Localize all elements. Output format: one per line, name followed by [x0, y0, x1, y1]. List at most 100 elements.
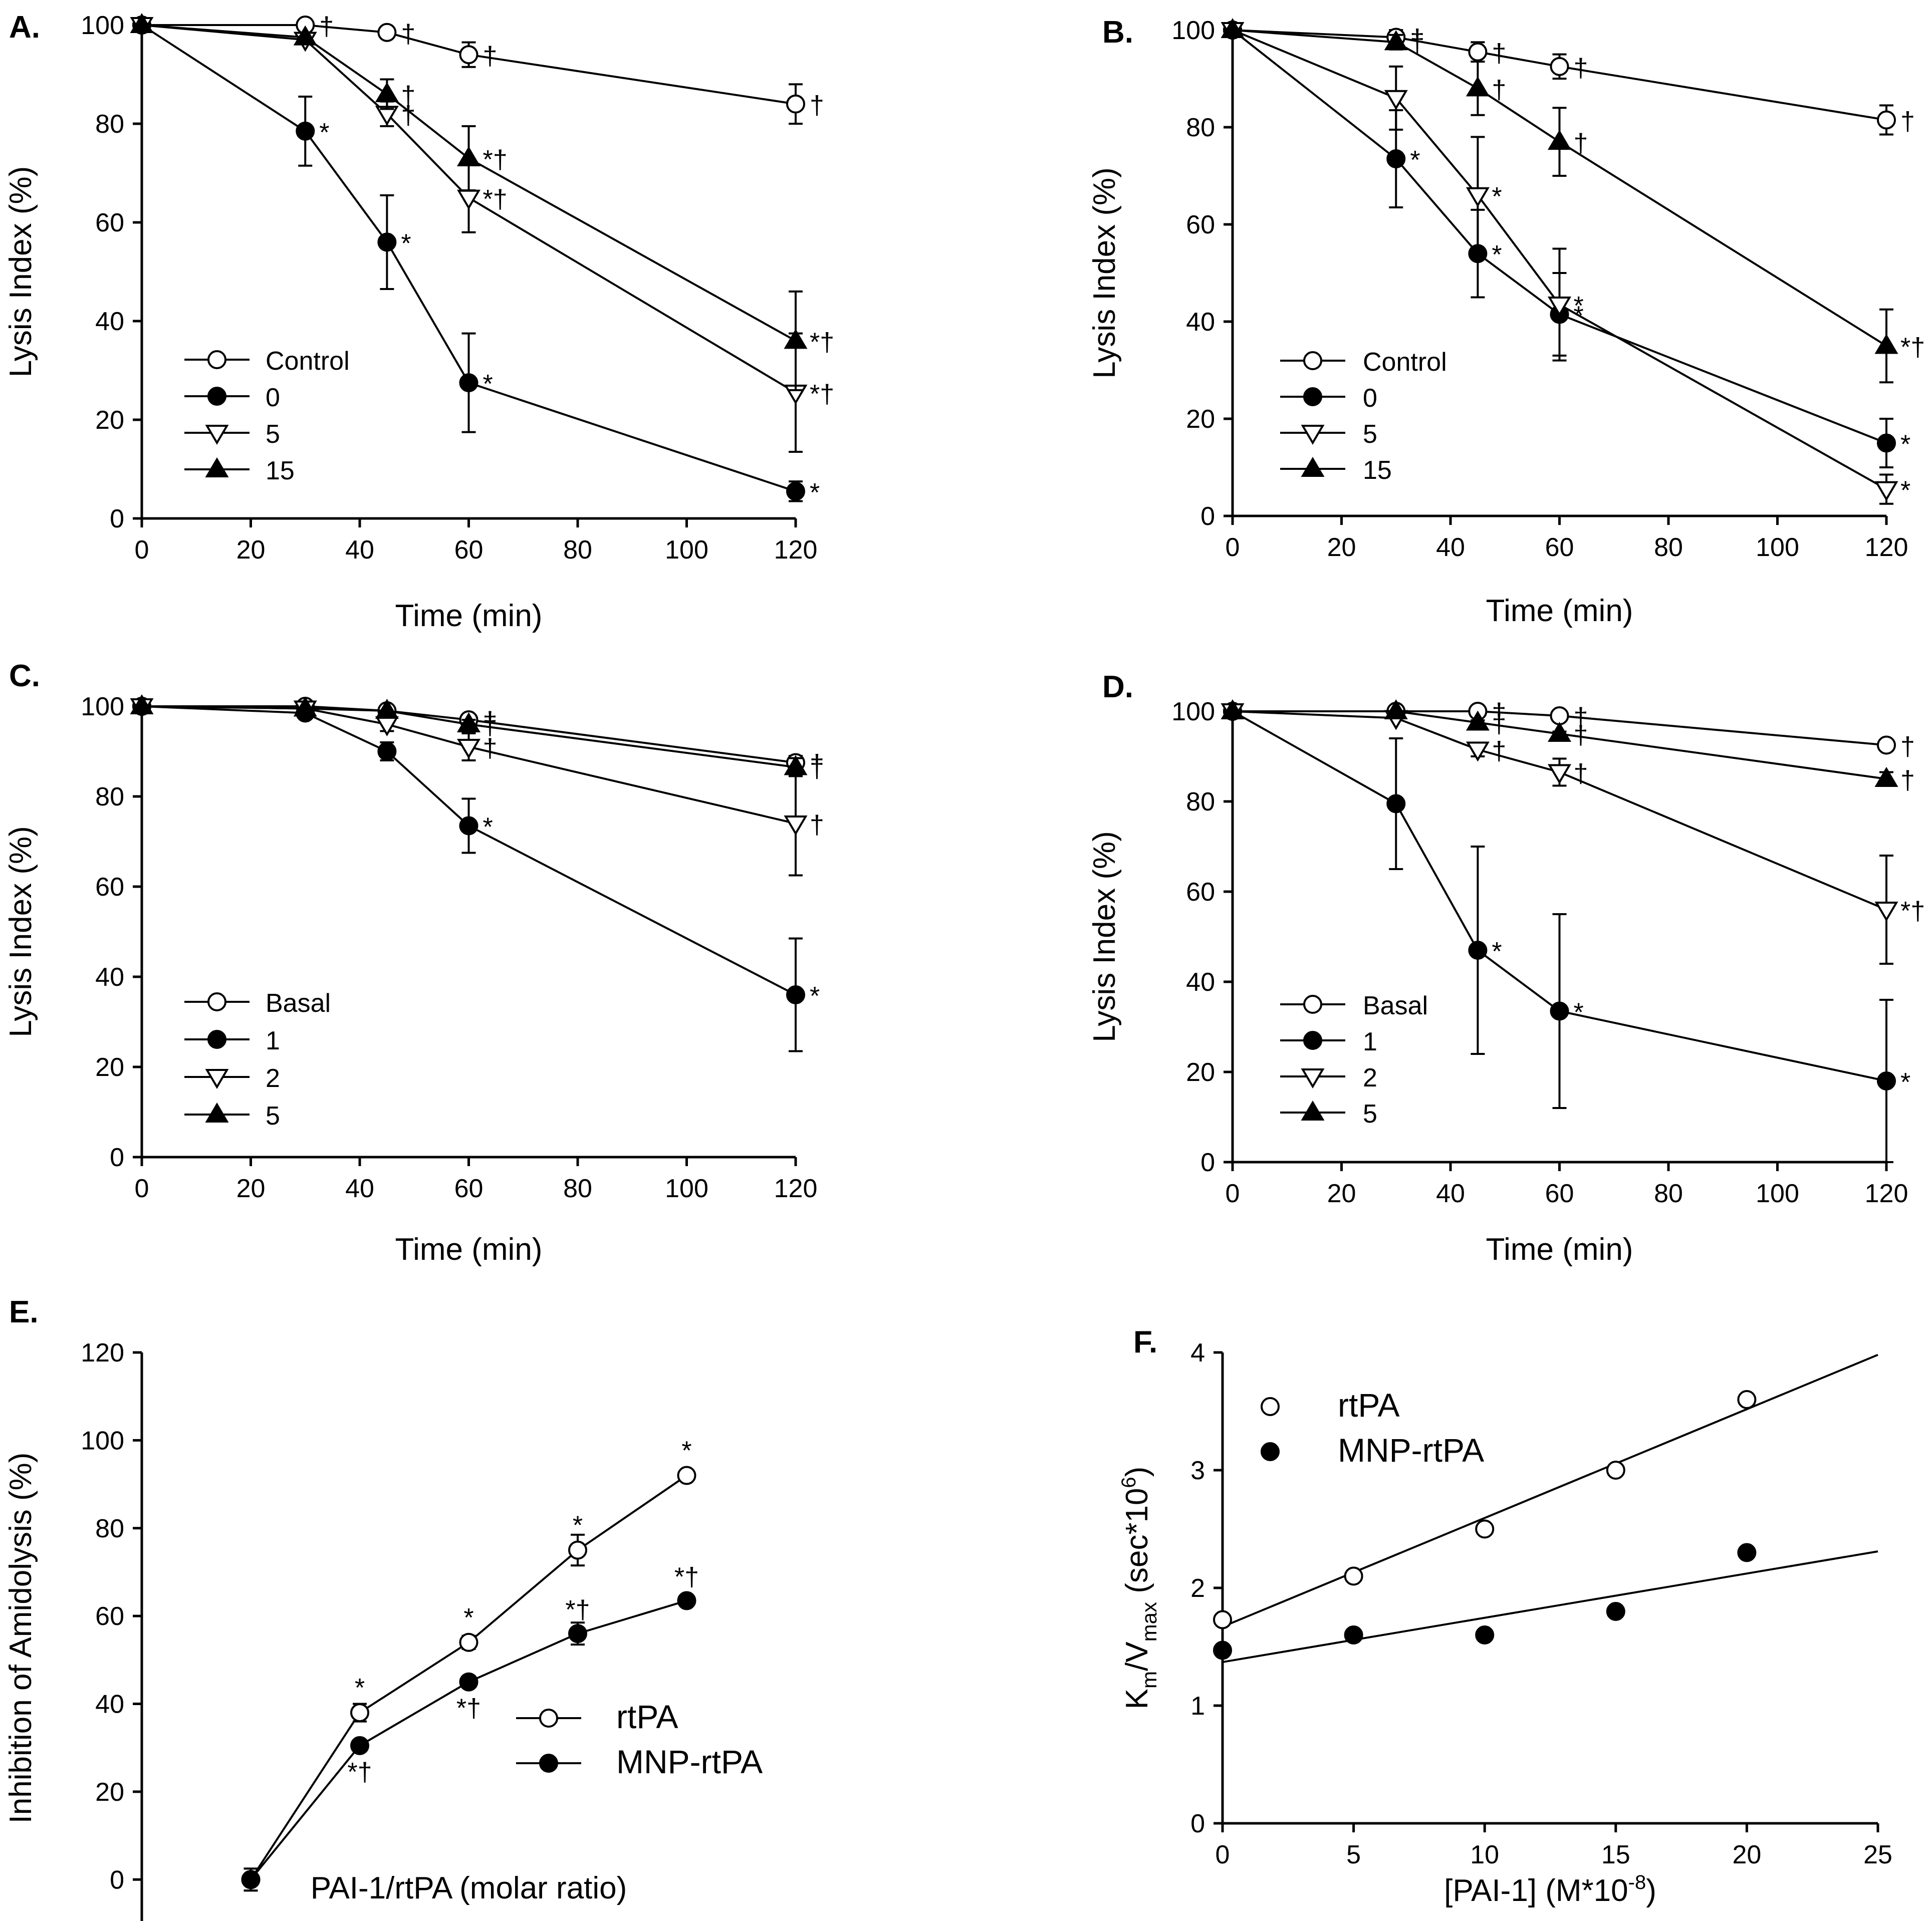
data-point: [1877, 110, 1896, 130]
panel-c: C. 0 20 40 60 80 100 0 20 40 60 80 100 120 Time (min) L…: [4, 659, 824, 1267]
significance-mark: †: [810, 754, 824, 783]
panel-label: E.: [9, 1295, 39, 1329]
data-point: [377, 23, 397, 42]
significance-mark: *: [319, 118, 329, 147]
legend-marker: [205, 457, 229, 477]
y-tick-label: 40: [95, 963, 124, 992]
series-5: * * *: [1221, 22, 1910, 505]
y-tick-label: 80: [95, 110, 124, 139]
significance-mark: *: [681, 1437, 691, 1466]
significance-mark: †: [1574, 129, 1588, 158]
legend-marker: [1303, 351, 1322, 370]
data-point: [1468, 941, 1488, 960]
significance-mark: †: [1900, 107, 1915, 136]
x-axis-label: Time (min): [395, 1232, 543, 1267]
y-tick-label: 100: [1171, 16, 1215, 45]
y-axis-label: Lysis Index (%): [4, 166, 38, 378]
data-point: [1466, 741, 1490, 762]
panel-label: C.: [9, 659, 40, 693]
legend-label: 5: [1363, 1100, 1377, 1129]
x-tick-label: 40: [345, 1174, 374, 1203]
data-point: [568, 1624, 587, 1643]
significance-mark: †: [483, 711, 498, 740]
data-point: [1874, 767, 1898, 787]
data-point: [1550, 706, 1569, 725]
significance-mark: *: [401, 229, 411, 258]
y-tick-label: 120: [81, 1338, 124, 1367]
series-5: ††: [130, 694, 824, 783]
data-point: [1548, 297, 1571, 317]
y-axis-label-v: /V: [1120, 1641, 1154, 1671]
x-tick-label: 100: [1756, 533, 1799, 562]
data-point: [1606, 1602, 1625, 1621]
y-axis-label: Km/Vmax (sec*106): [1118, 1467, 1161, 1710]
x-axis-label-tail: ): [1646, 1873, 1656, 1908]
series-mnp-rtpa: [1213, 1543, 1878, 1664]
legend-marker: [539, 1754, 558, 1773]
data-point: [375, 82, 399, 102]
y-tick-label: 0: [110, 1865, 124, 1894]
y-tick-label: 80: [1186, 787, 1215, 816]
y-tick-label: 20: [95, 1053, 124, 1082]
x-tick-label: 40: [1436, 533, 1465, 562]
data-point: [1344, 1566, 1363, 1586]
series-control: ††††: [1223, 21, 1915, 136]
x-tick-label: 20: [236, 535, 266, 565]
data-point: [459, 816, 478, 836]
series-mnp-rtpa: *† *† *† *†: [241, 1562, 699, 1892]
data-point: [784, 815, 808, 836]
y-tick-label: 40: [95, 1690, 124, 1719]
x-tick-label: 25: [1863, 1840, 1892, 1869]
data-point: [568, 1540, 587, 1560]
series-15: †††*†: [1221, 18, 1925, 384]
significance-mark: †: [319, 12, 334, 41]
significance-mark: *†: [456, 1694, 481, 1723]
y-axis-label-main: (sec*10: [1120, 1488, 1154, 1602]
regression-line: [1222, 1550, 1878, 1664]
data-point: [1213, 1610, 1232, 1629]
data-point: [377, 742, 397, 761]
y-tick-label: 60: [95, 873, 124, 902]
data-point: [1384, 30, 1408, 51]
panel-label: A.: [9, 10, 40, 45]
y-tick-label: 60: [95, 208, 124, 237]
significance-mark: *†: [1900, 333, 1925, 362]
data-point: [130, 694, 154, 714]
y-axis-label: Lysis Index (%): [1087, 167, 1122, 379]
series-0: * * * *: [132, 16, 820, 507]
significance-mark: †: [1900, 766, 1915, 795]
x-tick-label: 0: [135, 1174, 149, 1203]
x-tick-label: 120: [774, 535, 818, 565]
x-tick-label: 20: [1327, 533, 1356, 562]
significance-mark: *†: [483, 185, 508, 214]
significance-mark: †: [483, 734, 498, 763]
data-point: [1874, 334, 1898, 354]
series-0: * * * *: [1223, 21, 1910, 468]
legend-label: rtPA: [1338, 1387, 1399, 1424]
panel-label: B.: [1102, 15, 1133, 50]
y-tick-label: 1: [1190, 1692, 1205, 1721]
significance-mark: *: [810, 478, 820, 507]
y-axis-label: Lysis Index (%): [1087, 831, 1122, 1042]
significance-mark: *: [810, 982, 820, 1011]
legend-marker: [1303, 387, 1322, 406]
legend-marker: [205, 1069, 229, 1089]
y-axis-label-ksub: m: [1137, 1671, 1161, 1689]
y-tick-label: 4: [1190, 1338, 1205, 1367]
data-point: [1874, 902, 1898, 922]
significance-mark: †: [401, 81, 415, 110]
x-axis-label: [PAI-1] (M*10-8): [1444, 1871, 1656, 1908]
legend: Control 0 5 15: [1280, 348, 1447, 485]
series-15: †*†*†: [130, 13, 834, 391]
legend: Basal 1 2 5: [184, 989, 331, 1131]
legend-label: Control: [266, 347, 350, 376]
x-tick-label: 40: [345, 535, 374, 565]
data-point: [350, 1736, 369, 1755]
legend-label: rtPA: [616, 1698, 678, 1735]
x-tick-label: 60: [1545, 1179, 1574, 1208]
x-tick-label: 20: [1732, 1840, 1761, 1869]
legend-marker: [1301, 1068, 1325, 1088]
x-tick-label: 10: [1470, 1840, 1499, 1869]
legend-label: MNP-rtPA: [1338, 1432, 1484, 1469]
